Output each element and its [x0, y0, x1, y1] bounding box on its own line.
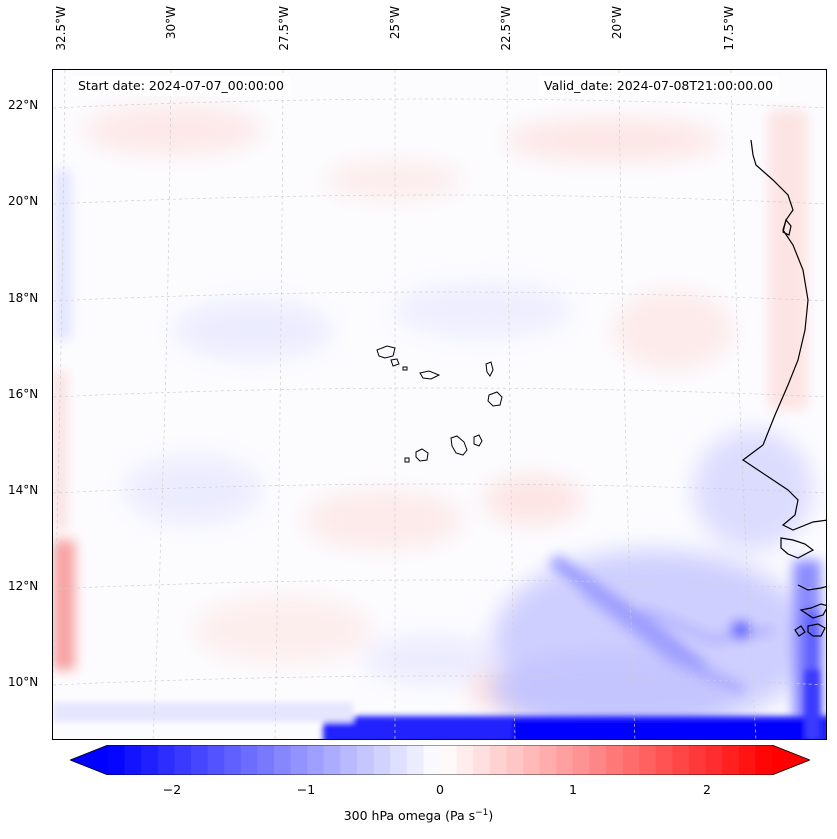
colorbar-segment [440, 745, 458, 775]
colorbar-segment [456, 745, 474, 775]
colorbar-segment [738, 745, 756, 775]
colorbar-segment [689, 745, 707, 775]
cabo-verde-islands [376, 345, 503, 463]
colorbar-segment [639, 745, 657, 775]
colorbar-segment [473, 745, 491, 775]
colorbar-segment [257, 745, 275, 775]
colorbar-label-close: ) [488, 808, 494, 824]
colorbar-extend-min [70, 745, 108, 775]
map-panel [52, 69, 827, 740]
colorbar-segment [290, 745, 308, 775]
coastline [741, 139, 826, 637]
colorbar-tick-0: 0 [436, 782, 444, 797]
colorbar-tick-minus-2: −2 [162, 782, 182, 797]
lon-label-20w: 20°W [610, 6, 624, 40]
colorbar [70, 745, 810, 775]
lat-label-18n: 18°N [8, 291, 39, 305]
colorbar-segment [705, 745, 723, 775]
colorbar-segment [539, 745, 557, 775]
colorbar-segment [357, 745, 375, 775]
colorbar-segment [606, 745, 624, 775]
colorbar-tick-minus-1: −1 [296, 782, 316, 797]
colorbar-segment [157, 745, 175, 775]
omega-shading [53, 70, 826, 739]
colorbar-label: 300 hPa omega (Pa s−1) [0, 808, 837, 823]
lat-label-12n: 12°N [8, 579, 39, 593]
valid-date-label: Valid_date: 2024-07-08T21:00:00.00 [538, 76, 780, 96]
colorbar-segment [722, 745, 740, 775]
colorbar-segment [307, 745, 325, 775]
lat-label-22n: 22°N [8, 98, 39, 112]
colorbar-segment [141, 745, 159, 775]
lon-label-25w: 25°W [388, 6, 402, 40]
colorbar-tick-1: 1 [569, 782, 577, 797]
colorbar-segment [523, 745, 541, 775]
colorbar-segment [191, 745, 209, 775]
colorbar-segment [240, 745, 258, 775]
colorbar-segment [373, 745, 391, 775]
graticule [53, 70, 826, 739]
colorbar-segment [174, 745, 192, 775]
colorbar-segment [572, 745, 590, 775]
lat-label-14n: 14°N [8, 483, 39, 497]
colorbar-segment [589, 745, 607, 775]
colorbar-segment [655, 745, 673, 775]
colorbar-segment [506, 745, 524, 775]
lat-label-20n: 20°N [8, 194, 39, 208]
start-date-label: Start date: 2024-07-07_00:00:00 [72, 76, 290, 96]
omega-field-map [53, 70, 826, 739]
colorbar-segment [224, 745, 242, 775]
colorbar-segment [423, 745, 441, 775]
colorbar-segment [489, 745, 507, 775]
colorbar-label-text: 300 hPa omega (Pa s [343, 808, 476, 824]
colorbar-tick-2: 2 [703, 782, 711, 797]
colorbar-segment [672, 745, 690, 775]
lat-label-10n: 10°N [8, 675, 39, 689]
lon-label-17-5w: 17.5°W [722, 6, 736, 51]
colorbar-segment [207, 745, 225, 775]
colorbar-segment [323, 745, 341, 775]
colorbar-segment [755, 745, 773, 775]
lon-label-30w: 30°W [164, 6, 178, 40]
colorbar-extend-max [772, 745, 810, 775]
lon-label-27-5w: 27.5°W [277, 6, 291, 51]
lon-label-22-5w: 22.5°W [499, 6, 513, 51]
colorbar-label-exponent: −1 [475, 808, 489, 818]
colorbar-segment [274, 745, 292, 775]
colorbar-segment [622, 745, 640, 775]
colorbar-segment [390, 745, 408, 775]
colorbar-segment [406, 745, 424, 775]
colorbar-segment [124, 745, 142, 775]
colorbar-segment [108, 745, 126, 775]
lon-label-32-5w: 32.5°W [54, 6, 68, 51]
colorbar-segment [556, 745, 574, 775]
colorbar-segment [340, 745, 358, 775]
lat-label-16n: 16°N [8, 387, 39, 401]
